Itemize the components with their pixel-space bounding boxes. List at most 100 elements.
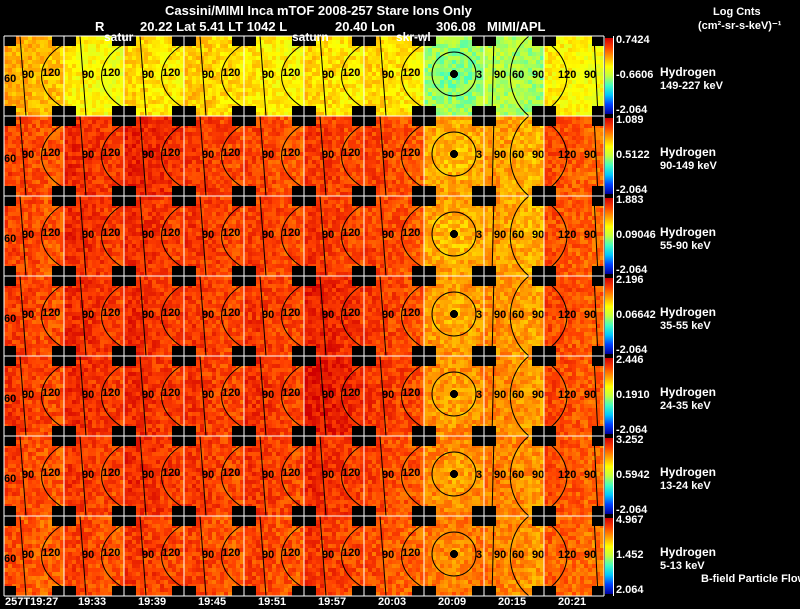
bfield-legend-note: B-field Particle Flow xyxy=(701,574,800,585)
contour-label: 120 xyxy=(282,147,300,159)
colorbar xyxy=(605,358,613,434)
energy-range-label: 13-24 keV xyxy=(660,481,711,492)
colorbar-min-label: 2.064 xyxy=(616,585,644,596)
heatmap-cell: 90 120 xyxy=(184,275,245,357)
contour-label: 90 xyxy=(382,229,394,241)
colorbar-mid-label: 0.1910 xyxy=(616,390,650,401)
contour-label: 120 xyxy=(222,307,240,319)
heatmap-cell: 120 90 xyxy=(544,515,604,597)
contour-label: 120 xyxy=(342,147,360,159)
colorbar xyxy=(605,198,613,274)
species-label: Hydrogen xyxy=(660,66,716,78)
contour-label: 90 xyxy=(584,389,596,401)
heatmap-cell: 90 120 xyxy=(364,35,425,117)
contour-label: 90 xyxy=(494,309,506,321)
heatmap-cell: 90 120 60 xyxy=(4,515,65,597)
species-label: Hydrogen xyxy=(660,146,716,158)
heatmap-cell: 3 xyxy=(424,516,484,596)
contour-label: 60 xyxy=(512,549,524,561)
contour-label: 90 xyxy=(82,469,94,481)
contour-label: 60 xyxy=(512,149,524,161)
colorbar-max-label: 2.446 xyxy=(616,355,644,366)
contour-label: 120 xyxy=(162,227,180,239)
contour-label: 120 xyxy=(402,547,420,559)
value-readout: 306.08 xyxy=(436,20,476,33)
contour-label: 120 xyxy=(402,227,420,239)
heatmap-cell: 90 120 xyxy=(244,115,305,197)
contour-label: 120 xyxy=(402,147,420,159)
contour-label: 120 xyxy=(42,67,60,79)
heatmap-cell: 90 120 xyxy=(304,35,365,117)
colorbar-min-label: -2.064 xyxy=(616,505,647,516)
time-tick-label: 20:21 xyxy=(558,597,586,608)
time-tick-label: 19:33 xyxy=(78,597,106,608)
contour-label: 90 xyxy=(322,229,334,241)
heatmap-cell: 3 xyxy=(424,116,484,196)
colorbar-max-label: 1.883 xyxy=(616,195,644,206)
colorbar-min-label: -2.064 xyxy=(616,425,647,436)
colorbar-min-label: -2.064 xyxy=(616,345,647,356)
contour-label: 60 xyxy=(512,389,524,401)
contour-label: 90 xyxy=(382,389,394,401)
heatmap-cell: 3 xyxy=(424,436,484,516)
contour-label: 60 xyxy=(4,73,16,85)
contour-label: 90 xyxy=(584,149,596,161)
heatmap-cell: 90 120 xyxy=(244,35,305,117)
contour-label: 120 xyxy=(102,547,120,559)
contour-label: 90 xyxy=(142,149,154,161)
time-tick-label: 257T19:27 xyxy=(5,597,58,608)
colorbar xyxy=(605,518,613,594)
b-field-marker-icon xyxy=(450,310,458,318)
heatmap-cell: 90 60 90 xyxy=(484,195,544,277)
time-tick-label: 20:03 xyxy=(378,597,406,608)
contour-label: 120 xyxy=(222,227,240,239)
contour-label: 120 xyxy=(42,307,60,319)
heatmap-cell: 90 120 xyxy=(304,195,365,277)
skr-overlay-label: skr-wl xyxy=(396,31,431,43)
colorbar-mid-label: 0.5122 xyxy=(616,150,650,161)
heatmap-cell: 90 120 xyxy=(124,435,185,517)
contour-label: 90 xyxy=(22,309,34,321)
contour-label: 90 xyxy=(494,69,506,81)
contour-label: 3 xyxy=(476,69,482,81)
heatmap-cell: 90 120 xyxy=(124,35,185,117)
contour-label: 90 xyxy=(262,229,274,241)
contour-label: 120 xyxy=(342,67,360,79)
contour-label: 90 xyxy=(382,549,394,561)
heatmap-cell: 90 120 xyxy=(64,275,125,357)
colorbar-mid-label: 1.452 xyxy=(616,550,644,561)
colorbar-max-label: 2.196 xyxy=(616,275,644,286)
units-title: Log Cnts xyxy=(713,7,761,18)
heatmap-cell: 90 120 xyxy=(364,355,425,437)
contour-label: 120 xyxy=(42,467,60,479)
heatmap-cell: 120 90 xyxy=(544,355,604,437)
contour-label: 120 xyxy=(42,547,60,559)
heatmap-cell: 90 120 xyxy=(64,435,125,517)
contour-label: 120 xyxy=(102,147,120,159)
contour-label: 120 xyxy=(402,467,420,479)
heatmap-cell: 90 60 90 xyxy=(484,275,544,357)
heatmap-cell: 90 120 xyxy=(184,35,245,117)
saturn-overlay-label: saturn xyxy=(292,31,329,43)
time-tick-label: 19:45 xyxy=(198,597,226,608)
heatmap-cell: 90 120 xyxy=(124,355,185,437)
contour-label: 90 xyxy=(202,149,214,161)
time-tick-label: 19:39 xyxy=(138,597,166,608)
contour-label: 120 xyxy=(342,387,360,399)
contour-label: 90 xyxy=(82,549,94,561)
b-field-marker-icon xyxy=(450,230,458,238)
heatmap-cell: 120 90 xyxy=(544,435,604,517)
contour-label: 90 xyxy=(82,389,94,401)
contour-label: 60 xyxy=(4,393,16,405)
heatmap-cell: 120 90 xyxy=(544,275,604,357)
colorbar-max-label: 0.7424 xyxy=(616,35,650,46)
heatmap-cell: 90 120 xyxy=(184,115,245,197)
contour-label: 120 xyxy=(102,67,120,79)
units-label: (cm²-sr-s-keV)⁻¹ xyxy=(698,21,781,32)
contour-label: 120 xyxy=(42,387,60,399)
contour-label: 3 xyxy=(476,149,482,161)
colorbar-mid-label: 0.06642 xyxy=(616,310,656,321)
heatmap-cell: 3 xyxy=(424,356,484,436)
heatmap-cell: 90 120 xyxy=(364,195,425,277)
contour-label: 90 xyxy=(142,229,154,241)
